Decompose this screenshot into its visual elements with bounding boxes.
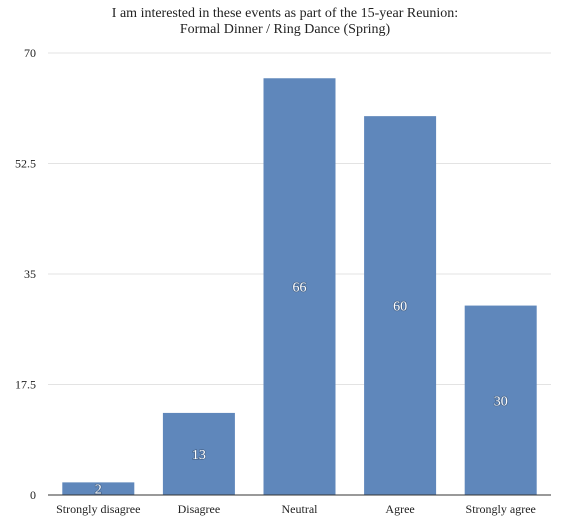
chart-title-block: I am interested in these events as part …	[0, 6, 570, 38]
y-tick-label: 0	[30, 488, 36, 502]
bar	[62, 482, 135, 495]
y-tick-label: 35	[24, 267, 36, 281]
x-tick-label: Strongly disagree	[56, 502, 140, 516]
data-label: 66	[293, 281, 307, 296]
bar	[464, 305, 537, 495]
chart-subtitle: Formal Dinner / Ring Dance (Spring)	[179, 22, 391, 37]
x-tick-label: Strongly agree	[466, 502, 536, 516]
data-label: 30	[494, 394, 508, 409]
chart-title: I am interested in these events as part …	[111, 6, 459, 21]
x-tick-label: Disagree	[178, 502, 221, 516]
x-tick-label: Neutral	[282, 502, 319, 516]
data-label: 2	[95, 483, 102, 498]
bar	[263, 78, 336, 495]
data-label: 60	[393, 300, 407, 315]
data-label: 13	[192, 448, 206, 463]
x-tick-label: Agree	[385, 502, 414, 516]
bar	[162, 412, 235, 495]
y-tick-label: 70	[24, 46, 36, 60]
bar	[364, 116, 437, 496]
y-tick-label: 17.5	[15, 378, 36, 392]
y-tick-label: 52.5	[15, 157, 36, 171]
